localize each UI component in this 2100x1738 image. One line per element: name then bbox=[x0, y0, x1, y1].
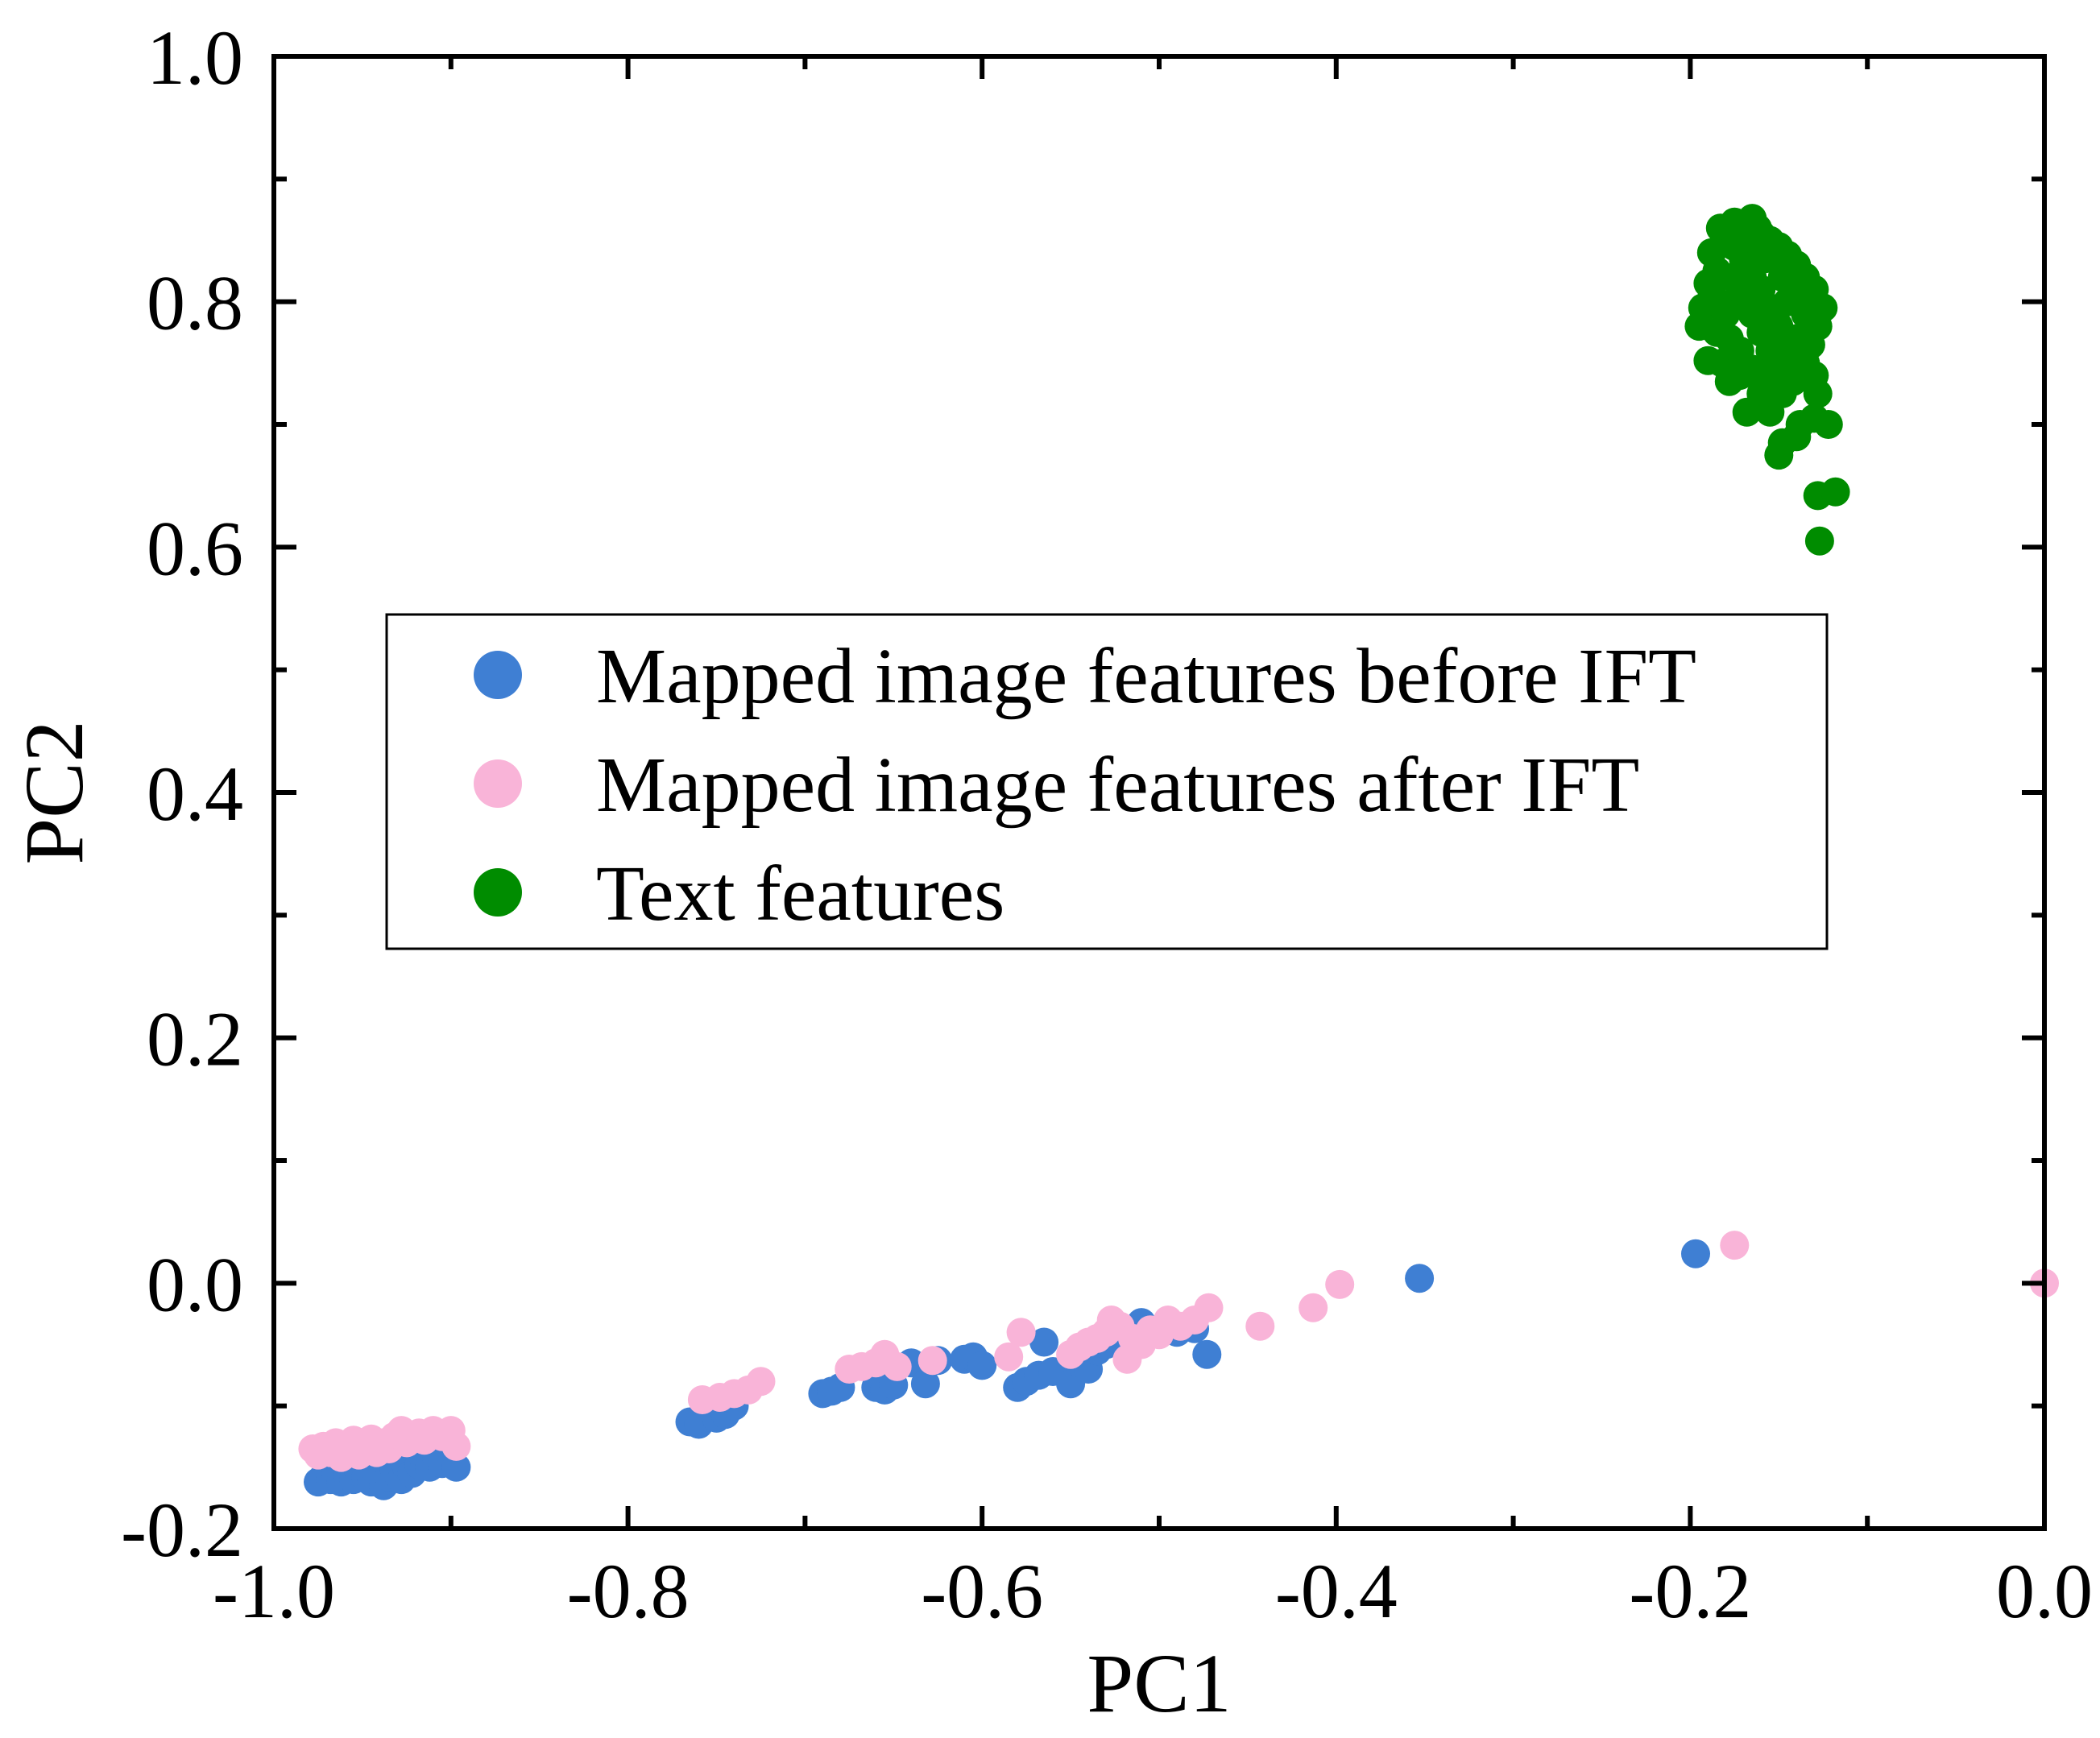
x-tick-label: 0.0 bbox=[1996, 1548, 2093, 1634]
y-tick-label: 0.2 bbox=[147, 996, 243, 1082]
legend-marker-after-ift bbox=[474, 759, 522, 808]
y-tick-label: 1.0 bbox=[147, 14, 243, 101]
point-series-1-23 bbox=[441, 1431, 471, 1461]
point-series-2-25 bbox=[1732, 397, 1762, 427]
point-series-1-33 bbox=[882, 1351, 912, 1381]
point-series-0-57 bbox=[1192, 1339, 1222, 1369]
x-tick-label: -0.2 bbox=[1629, 1548, 1751, 1634]
point-series-2-64 bbox=[1750, 244, 1779, 274]
ticks-layer bbox=[271, 54, 2047, 1531]
point-series-1-35 bbox=[994, 1342, 1024, 1372]
legend: Mapped image features before IFT Mapped … bbox=[385, 613, 1829, 950]
point-series-0-59 bbox=[1681, 1239, 1710, 1268]
point-series-1-28 bbox=[746, 1367, 776, 1397]
x-tick-label: -0.4 bbox=[1275, 1548, 1398, 1634]
point-series-0-40 bbox=[967, 1351, 997, 1380]
y-tick-label: 0.8 bbox=[147, 260, 243, 346]
point-series-0-36 bbox=[910, 1369, 940, 1399]
legend-label-after-ift: Mapped image features after IFT bbox=[596, 742, 1639, 829]
point-series-2-69 bbox=[1742, 213, 1772, 243]
point-series-2-71 bbox=[1820, 477, 1850, 507]
point-series-2-63 bbox=[1767, 263, 1797, 292]
x-tick-label: -0.6 bbox=[921, 1548, 1043, 1634]
y-tick-label: 0.4 bbox=[147, 751, 243, 837]
point-series-2-16 bbox=[1803, 379, 1833, 408]
legend-marker-text-features bbox=[474, 868, 522, 917]
y-tick-label: 0.6 bbox=[147, 505, 243, 591]
legend-label-text-features: Text features bbox=[596, 850, 1004, 937]
y-tick-label: -0.2 bbox=[121, 1487, 243, 1573]
point-series-0-23 bbox=[441, 1452, 471, 1482]
legend-box bbox=[385, 613, 1829, 950]
legend-marker-before-ift bbox=[474, 651, 522, 699]
point-series-1-36 bbox=[1006, 1318, 1036, 1347]
point-series-2-29 bbox=[1693, 346, 1723, 375]
point-series-1-34 bbox=[917, 1346, 947, 1376]
point-series-1-54 bbox=[1299, 1293, 1328, 1322]
point-series-0-58 bbox=[1405, 1264, 1435, 1293]
legend-label-before-ift: Mapped image features before IFT bbox=[596, 633, 1696, 720]
point-series-2-72 bbox=[1804, 526, 1834, 556]
points-layer bbox=[298, 204, 2059, 1500]
point-series-2-68 bbox=[1693, 268, 1723, 298]
point-series-1-53 bbox=[1245, 1311, 1275, 1341]
tick-labels-layer: -1.0 -0.8 -0.6 -0.4 -0.2 0.0 -0.2 0.0 0.2 0.4 0.6 0… bbox=[121, 14, 2093, 1634]
point-series-0-44 bbox=[1029, 1327, 1059, 1357]
point-series-1-55 bbox=[1325, 1269, 1355, 1299]
x-tick-label: -0.8 bbox=[567, 1548, 690, 1634]
x-axis-title: PC1 bbox=[1087, 1637, 1231, 1730]
point-series-1-56 bbox=[1720, 1231, 1750, 1260]
point-series-2-60 bbox=[1785, 342, 1815, 372]
point-series-2-59 bbox=[1778, 366, 1808, 396]
point-series-2-34 bbox=[1696, 238, 1726, 267]
x-tick-label: -1.0 bbox=[213, 1548, 335, 1634]
point-series-2-22 bbox=[1764, 441, 1794, 470]
y-axis-title: PC2 bbox=[8, 720, 101, 864]
y-tick-label: 0.0 bbox=[147, 1241, 243, 1327]
point-series-2-47 bbox=[1746, 317, 1776, 347]
point-series-1-52 bbox=[1194, 1293, 1224, 1322]
point-series-2-66 bbox=[1720, 232, 1750, 262]
